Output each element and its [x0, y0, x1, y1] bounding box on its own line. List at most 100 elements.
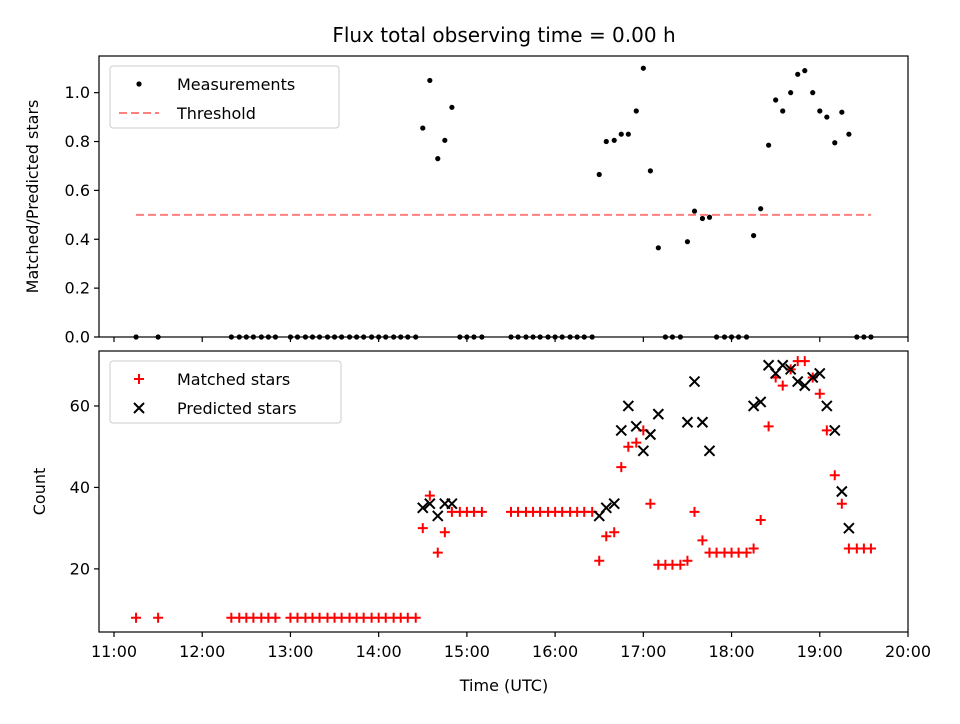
- data-point-1-1-11: [637, 445, 650, 457]
- data-point-0-0-61: [691, 208, 698, 214]
- data-point-1-1-8: [615, 424, 627, 437]
- data-point-1-0-53: [631, 437, 642, 448]
- axes-frame: [98, 350, 909, 633]
- top-panel: 0.0 0.2 0.4 0.6 0.8 1.0 Matched/Predicted star…: [23, 55, 909, 347]
- y-axis-label: Count: [30, 468, 49, 516]
- data-point-1-1-0: [417, 502, 429, 514]
- data-point-0-0-60: [684, 239, 691, 245]
- legend-label: Matched stars: [177, 370, 290, 389]
- x-tick-label: 20:00: [885, 642, 931, 661]
- data-point-1-0-29: [432, 547, 443, 558]
- data-point-0-0-76: [802, 68, 808, 74]
- x-tick-label: 15:00: [444, 642, 490, 661]
- data-point-1-1-28: [821, 400, 833, 412]
- data-point-1-1-2: [432, 510, 444, 522]
- data-point-1-1-7: [608, 498, 620, 510]
- data-point-0-0-77: [810, 90, 816, 96]
- legend-marker: [134, 374, 144, 384]
- data-point-0-0-50: [611, 137, 617, 143]
- data-point-1-0-55: [645, 498, 656, 509]
- legend-label: Measurements: [177, 75, 295, 94]
- data-point-1-0-1: [153, 612, 164, 623]
- data-point-1-0-0: [131, 612, 142, 623]
- legend-box: [109, 360, 342, 424]
- data-point-0-0-27: [420, 125, 426, 131]
- data-point-0-0-31: [449, 104, 455, 110]
- data-point-1-1-23: [784, 363, 797, 376]
- y-tick-label: 0.4: [65, 230, 90, 249]
- data-point-1-1-26: [807, 371, 819, 384]
- data-point-1-0-49: [601, 531, 612, 542]
- data-point-1-1-30: [836, 485, 848, 498]
- data-point-1-0-69: [748, 543, 759, 554]
- x-tick-label: 19:00: [797, 642, 843, 661]
- legend: Measurements Threshold: [109, 65, 340, 129]
- data-point-1-0-60: [682, 555, 693, 566]
- data-point-1-1-22: [777, 359, 789, 371]
- data-point-1-1-9: [622, 400, 635, 412]
- data-point-1-0-71: [763, 421, 774, 432]
- data-point-1-0-51: [616, 462, 627, 473]
- data-point-1-0-73: [777, 380, 788, 391]
- data-point-1-1-18: [747, 400, 760, 412]
- data-point-1-0-68: [741, 547, 752, 558]
- data-point-1-0-85: [865, 543, 876, 554]
- x-tick-label: 16:00: [532, 642, 578, 661]
- data-point-1-1-6: [600, 502, 612, 514]
- data-point-0-0-70: [758, 206, 764, 212]
- data-point-0-0-55: [647, 168, 653, 174]
- data-point-0-0-74: [788, 90, 794, 96]
- data-point-1-1-29: [829, 424, 841, 437]
- data-point-0-0-75: [795, 71, 801, 77]
- y-tick-label: 0.8: [65, 132, 90, 151]
- data-point-0-0-78: [817, 108, 823, 114]
- data-point-1-1-15: [688, 375, 701, 388]
- data-point-1-0-27: [417, 523, 428, 534]
- data-point-0-0-63: [706, 214, 713, 220]
- axes-frame: [98, 55, 909, 338]
- y-tick-label: 40: [70, 478, 90, 497]
- legend-marker: [133, 402, 145, 414]
- y-axis-label: Matched/Predicted stars: [23, 100, 42, 294]
- data-point-1-1-14: [681, 416, 694, 428]
- legend-label: Predicted stars: [177, 399, 297, 418]
- data-point-0-0-51: [618, 131, 624, 137]
- x-tick-label: 12:00: [179, 642, 225, 661]
- y-tick-label: 0.2: [65, 279, 90, 298]
- data-point-1-0-62: [697, 535, 708, 546]
- data-point-1-0-78: [814, 388, 825, 399]
- data-point-0-0-71: [766, 142, 772, 148]
- data-point-0-0-56: [655, 245, 661, 251]
- x-tick-label: 14:00: [356, 642, 402, 661]
- x-tick-label: 13:00: [267, 642, 313, 661]
- data-point-1-1-16: [696, 416, 709, 428]
- data-point-0-0-48: [596, 171, 602, 178]
- data-point-0-0-49: [603, 138, 609, 145]
- data-point-1-0-28: [424, 490, 435, 501]
- data-point-1-0-35: [476, 506, 487, 517]
- y-tick-label: 1.0: [65, 83, 90, 102]
- data-point-0-0-28: [427, 77, 433, 84]
- data-point-1-0-48: [594, 555, 605, 566]
- data-point-1-0-80: [829, 470, 840, 481]
- data-point-1-0-30: [439, 527, 450, 538]
- data-point-1-0-26: [410, 612, 421, 623]
- data-point-1-0-59: [675, 559, 686, 570]
- legend-box: [109, 65, 340, 129]
- series-0-0: [133, 65, 874, 340]
- x-tick-label: 11:00: [91, 642, 137, 661]
- data-point-1-1-13: [652, 408, 665, 420]
- data-point-1-1-12: [644, 428, 657, 441]
- data-point-0-0-62: [699, 215, 706, 222]
- data-point-1-1-19: [754, 396, 767, 408]
- data-point-0-0-53: [633, 108, 639, 114]
- data-point-0-0-73: [780, 108, 786, 114]
- data-point-0-0-30: [442, 137, 448, 143]
- data-point-1-0-79: [821, 425, 832, 436]
- x-tick-label: 17:00: [620, 642, 666, 661]
- data-point-1-0-81: [836, 498, 847, 509]
- data-point-1-0-70: [755, 515, 766, 526]
- data-point-1-1-4: [446, 498, 458, 510]
- data-point-1-1-27: [814, 367, 826, 380]
